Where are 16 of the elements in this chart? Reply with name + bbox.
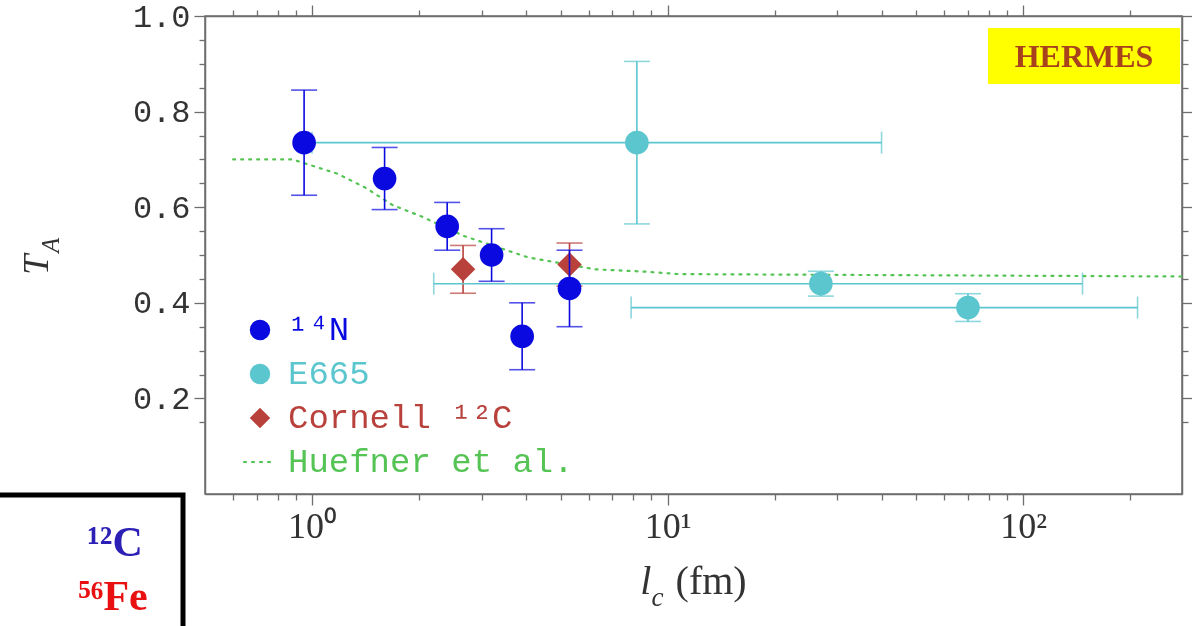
text: ¹²C: [87, 519, 143, 565]
legend-label: Huefner et al.: [288, 444, 574, 482]
legend-label: Cornell ¹²C: [288, 400, 513, 438]
y-tick-label: 0.2: [132, 381, 191, 419]
y-tick-label: 0.6: [132, 190, 191, 228]
text: ⁵⁶Fe: [78, 573, 148, 619]
legend-label: ¹⁴N: [288, 312, 350, 350]
legend-label: E665: [288, 356, 370, 394]
y-tick-label: 0.4: [132, 286, 191, 324]
y-tick-label: 0.8: [132, 95, 191, 133]
x-tick-label: 10¹: [644, 505, 692, 546]
annotation: HERMES: [1014, 38, 1154, 74]
y-tick-label: 1.0: [132, 0, 191, 37]
x-tick-label: 10²: [1000, 505, 1047, 546]
y-axis-title: TA: [16, 236, 64, 275]
x-tick-label: 10⁰: [288, 505, 338, 546]
